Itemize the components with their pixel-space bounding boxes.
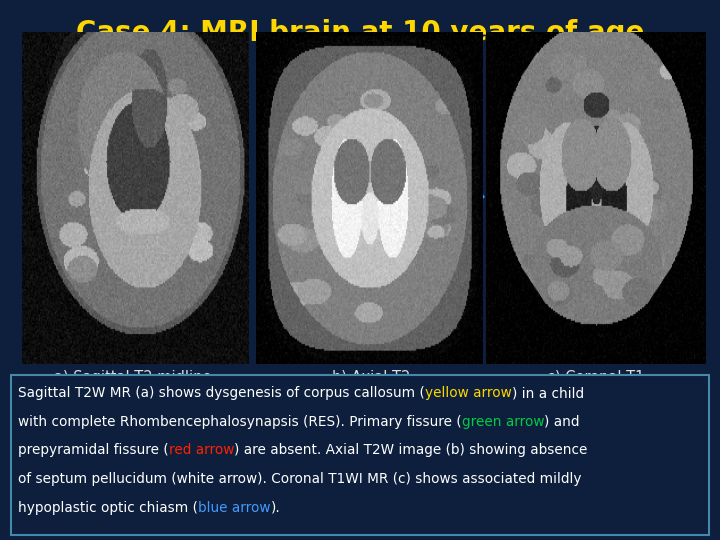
Text: ) and: ) and [544, 415, 580, 429]
Text: b) Axial T2: b) Axial T2 [332, 370, 410, 385]
Text: prepyramidal fissure (: prepyramidal fissure ( [18, 443, 168, 457]
Text: Sagittal T2W MR (a) shows dysgenesis of corpus callosum (: Sagittal T2W MR (a) shows dysgenesis of … [18, 386, 425, 400]
Text: c) Coronal T1: c) Coronal T1 [547, 370, 645, 385]
Text: hypoplastic optic chiasm (: hypoplastic optic chiasm ( [18, 501, 198, 515]
Text: ) are absent. Axial T2W image (b) showing absence: ) are absent. Axial T2W image (b) showin… [234, 443, 588, 457]
Text: ) in a child: ) in a child [511, 386, 584, 400]
Text: ).: ). [271, 501, 280, 515]
Text: of septum pellucidum (white arrow). Coronal T1WI MR (c) shows associated mildly: of septum pellucidum (white arrow). Coro… [18, 472, 582, 486]
Text: a) Sagittal T2 midline: a) Sagittal T2 midline [55, 370, 212, 385]
Text: green arrow: green arrow [462, 415, 544, 429]
Text: yellow arrow: yellow arrow [425, 386, 511, 400]
Text: Case 4: MRI brain at 10 years of age: Case 4: MRI brain at 10 years of age [76, 19, 644, 47]
Bar [11, 375, 709, 535]
Text: with complete Rhombencephalosynapsis (RES). Primary fissure (: with complete Rhombencephalosynapsis (RE… [18, 415, 462, 429]
Text: red arrow: red arrow [168, 443, 234, 457]
Text: blue arrow: blue arrow [198, 501, 271, 515]
